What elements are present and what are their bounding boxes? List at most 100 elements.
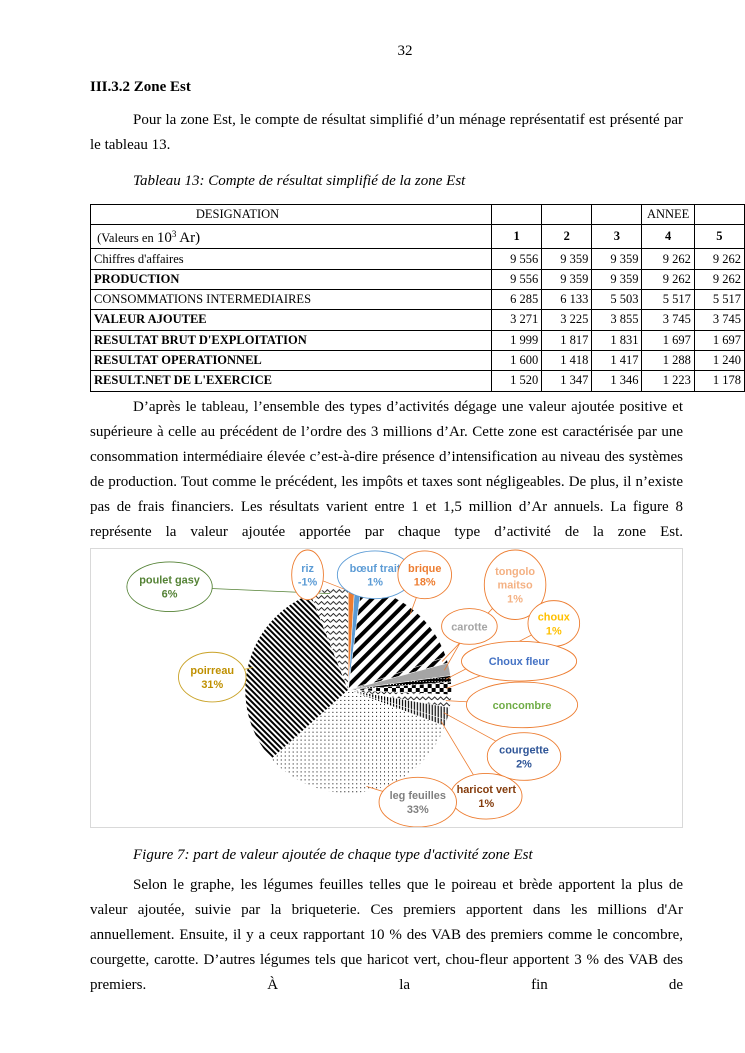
slice-label: riz -1% [291, 549, 324, 601]
row-value: 9 262 [641, 268, 695, 291]
row-value: 9 556 [491, 248, 543, 270]
slice-value: -1% [298, 577, 318, 589]
pie-chart: riz -1% bœuf trait 1% brique 18% tongolo maitso… [90, 548, 683, 828]
year-header: 4 [641, 224, 695, 250]
slice-label: Choux fleur [461, 640, 578, 682]
row-value: 1 417 [591, 349, 643, 372]
row-value: 1 346 [591, 370, 643, 392]
table-row: Chiffres d'affaires 9 556 9 359 9 359 9 262 9… [89, 248, 745, 270]
row-label: RESULTAT OPERATIONNEL [89, 349, 493, 372]
row-value: 9 359 [591, 248, 643, 270]
label-bubble [461, 640, 578, 682]
pie-slice [271, 689, 446, 794]
row-value: 1 999 [491, 329, 543, 351]
row-value: 9 359 [541, 268, 593, 291]
annee-header: ANNEE [641, 203, 695, 226]
slice-name: carotte [451, 621, 487, 633]
row-label: Chiffres d'affaires [89, 248, 493, 270]
row-label: VALEUR AJOUTEE [89, 309, 493, 331]
figure-caption: Figure 7: part de valeur ajoutée de chaq… [133, 847, 533, 863]
slice-value: 1% [478, 798, 494, 810]
slice-value: 1% [507, 594, 523, 606]
label-bubble [397, 550, 452, 600]
slice-name: Choux fleur [489, 656, 550, 668]
slice-value: 1% [546, 625, 562, 637]
paragraph-intro-text: Pour la zone Est, le compte de résultat … [90, 112, 683, 153]
table-row: RESULT.NET DE L'EXERCICE 1 520 1 347 1 346 1… [89, 370, 745, 392]
row-value: 3 271 [491, 309, 543, 331]
row-value: 9 262 [641, 248, 695, 270]
empty-cell [541, 203, 593, 226]
unit-suffix: Ar) [176, 230, 201, 247]
slice-name: courgette [499, 745, 549, 757]
slice-name: concombre [493, 700, 552, 712]
page-number: 32 [397, 43, 413, 59]
row-value: 1 697 [693, 329, 745, 351]
row-value: 1 418 [541, 349, 593, 372]
results-table: DESIGNATION ANNEE (Valeurs en 103 Ar) 1 … [89, 203, 745, 392]
slice-name: haricot vert [457, 784, 517, 796]
slice-name: leg feuilles [390, 790, 446, 802]
row-label: RESULTAT BRUT D'EXPLOITATION [89, 329, 493, 351]
table-header-row: DESIGNATION ANNEE [89, 203, 745, 226]
slice-label: poulet gasy 6% [126, 561, 213, 612]
label-bubble [486, 732, 562, 781]
year-header: 2 [541, 224, 593, 250]
row-value: 1 240 [693, 349, 745, 372]
row-value: 5 503 [591, 289, 643, 311]
slice-value: 31% [201, 679, 223, 691]
section-heading: III.3.2 Zone Est [90, 79, 191, 95]
table-unit-row: (Valeurs en 103 Ar) 1 2 3 4 5 [89, 224, 745, 250]
designation-header: DESIGNATION [89, 203, 493, 226]
row-value: 6 133 [541, 289, 593, 311]
year-header: 3 [591, 224, 643, 250]
slice-value: 1% [367, 577, 383, 589]
table-caption: Tableau 13: Compte de résultat simplifié… [133, 173, 466, 189]
row-label: PRODUCTION [89, 268, 493, 291]
paragraph-analysis-text: D’après le tableau, l’ensemble des types… [90, 399, 683, 540]
row-value: 9 262 [693, 248, 745, 270]
table-row: CONSOMMATIONS INTERMEDIAIRES 6 285 6 133 5 … [89, 289, 745, 311]
slice-name: choux [538, 611, 570, 623]
row-value: 1 288 [641, 349, 695, 372]
slice-name: poirreau [190, 665, 234, 677]
label-bubble [178, 651, 247, 703]
pie-slice [244, 593, 349, 760]
paragraph-conclusion-text: Selon le graphe, les légumes feuilles te… [90, 877, 683, 993]
slice-label: leg feuilles 33% [378, 776, 457, 827]
row-label: RESULT.NET DE L'EXERCICE [89, 370, 493, 392]
row-value: 5 517 [693, 289, 745, 311]
year-header: 1 [491, 224, 543, 250]
label-bubble [126, 561, 213, 612]
empty-cell [491, 203, 543, 226]
row-value: 1 817 [541, 329, 593, 351]
slice-name: maitso [497, 580, 532, 592]
unit-exp: 3 [171, 229, 177, 240]
slice-value: 2% [516, 758, 532, 770]
row-value: 3 745 [641, 309, 695, 331]
slice-name: poulet gasy [139, 575, 200, 587]
row-value: 1 831 [591, 329, 643, 351]
slice-label: bœuf trait 1% [336, 550, 414, 600]
label-bubble [291, 549, 324, 601]
slice-value: 33% [407, 804, 429, 816]
row-label: CONSOMMATIONS INTERMEDIAIRES [89, 289, 493, 311]
slice-name: riz [301, 563, 314, 575]
slice-label: poirreau 31% [178, 651, 247, 703]
slice-label: choux 1% [527, 600, 581, 647]
row-value: 5 517 [641, 289, 695, 311]
table-row: RESULTAT OPERATIONNEL 1 600 1 418 1 417 1 28… [89, 349, 745, 372]
row-value: 9 359 [541, 248, 593, 270]
row-value: 1 520 [491, 370, 543, 392]
slice-label: carotte [441, 608, 498, 645]
row-value: 1 697 [641, 329, 695, 351]
row-value: 3 855 [591, 309, 643, 331]
slice-value: 18% [414, 577, 436, 589]
unit-label: (Valeurs en 103 Ar) [89, 224, 493, 250]
slice-label: tongolo maitso 1% [483, 549, 547, 620]
row-value: 3 225 [541, 309, 593, 331]
slice-value: 6% [162, 589, 178, 601]
table-row: PRODUCTION 9 556 9 359 9 359 9 262 9 262 [89, 268, 745, 291]
row-value: 9 359 [591, 268, 643, 291]
